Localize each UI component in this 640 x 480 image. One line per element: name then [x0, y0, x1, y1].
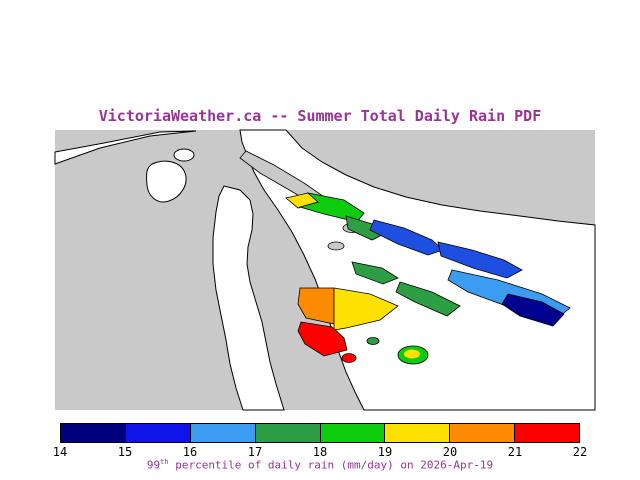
- data-island-blue-1: [369, 219, 444, 256]
- caption-value: 99: [146, 458, 161, 472]
- colorbar-tick-label: 22: [572, 445, 588, 459]
- colorbar-ticks: 14 15 16 17 18 19 20 21 22: [53, 445, 587, 459]
- colorbar-tick-label: 15: [117, 445, 133, 459]
- data-island-green-3: [395, 281, 461, 317]
- caption-ordinal: th: [160, 458, 169, 466]
- colorbar-tick-label: 21: [507, 445, 523, 459]
- colorbar-segment: [61, 424, 126, 442]
- colorbar-segment: [515, 424, 579, 442]
- water-inlet: [212, 185, 285, 411]
- colorbar-tick-label: 16: [182, 445, 198, 459]
- colorbar-segment: [125, 424, 191, 442]
- data-island-blue-2: [437, 241, 523, 279]
- colorbar-segment: [190, 424, 256, 442]
- colorbar-tick-label: 18: [312, 445, 328, 459]
- caption: 99th percentile of daily rain (mm/day) o…: [0, 458, 640, 472]
- data-island-navy: [501, 293, 565, 327]
- data-dot-red: [341, 353, 357, 363]
- lake-small: [173, 148, 195, 162]
- data-blob-yellow-core: [404, 349, 420, 359]
- colorbar-segment: [320, 424, 386, 442]
- data-patch-red: [297, 321, 348, 357]
- plot-title: VictoriaWeather.ca -- Summer Total Daily…: [98, 107, 542, 125]
- data-island-green-2: [345, 215, 385, 241]
- colorbar-tick-label: 17: [247, 445, 263, 459]
- colorbar-segment: [450, 424, 516, 442]
- colorbar-segment: [385, 424, 451, 442]
- data-island-teal-1: [351, 261, 399, 285]
- data-patch-orange: [297, 287, 335, 325]
- data-island-green-1: [298, 192, 365, 223]
- data-dot-green: [366, 337, 380, 345]
- colorbar: [60, 423, 580, 443]
- colorbar-segment: [255, 424, 321, 442]
- islet-gray-2: [327, 241, 345, 251]
- colorbar-tick-label: 20: [442, 445, 458, 459]
- colorbar-tick-label: 14: [52, 445, 68, 459]
- caption-text: percentile of daily rain (mm/day) on 202…: [168, 458, 494, 472]
- water-northwest-channel: [54, 130, 197, 165]
- lake-west: [146, 160, 187, 203]
- colorbar-tick-label: 19: [377, 445, 393, 459]
